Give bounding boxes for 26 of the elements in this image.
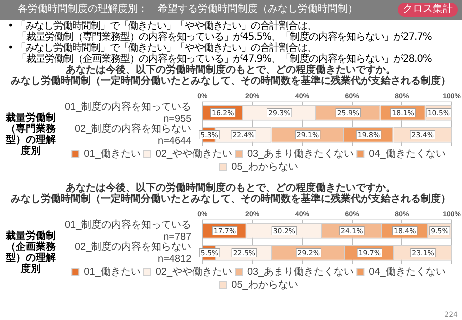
y-tick-label: 02_制度の内容を知らない n=4812 [74, 240, 192, 265]
chart-title: あなたは今後、以下の労働時間制度のもとで、どの程度働きたいですか。 [66, 183, 397, 194]
text: クロス集計 [398, 3, 458, 17]
legend-label: 04_働きたくない [369, 148, 446, 160]
chart-subtitle: みなし労働時間制（一定時間分働いたとみなして、その時間数を基準に残業代が支給される制度） [10, 194, 452, 205]
legend-label: 05_わからない [232, 280, 298, 291]
chart-subtitle: みなし労働時間制（一定時間分働いたとみなして、その時間数を基準に残業代が支給される制度） [10, 76, 452, 87]
text: 「裁量労働制（専門業務型）の内容を知っている」が45.5%、「制度の内容を知らない」が27.7% [16, 32, 433, 43]
legend-label: 03_あまり働きたくない [248, 266, 354, 278]
text: 各労働時間制度の理解度別： 希望する労働時間制度（みなし労働時間制） [18, 4, 358, 15]
y-tick-label: 01_制度の内容を知っている n=955 [64, 100, 192, 125]
y-axis-title: 裁量労働制（企画業務型）の理解度別 [5, 231, 57, 275]
text: 「裁量労働制（企画業務型）の内容を知っている」が47.9%、「制度の内容を知らない」が28.0% [16, 54, 433, 65]
text: • 「みなし労働時間制」で「働きたい」「やや働きたい」の合計割合は、 [8, 21, 318, 32]
chart-title: あなたは今後、以下の労働時間制度のもとで、どの程度働きたいですか。 [66, 65, 397, 76]
legend-label: 05_わからない [232, 162, 298, 173]
legend-label: 02_やや働きたい [156, 266, 233, 278]
legend-label: 02_やや働きたい [156, 148, 233, 160]
y-tick-label: 01_制度の内容を知っている n=787 [64, 218, 192, 243]
legend-label: 04_働きたくない [369, 266, 446, 278]
y-tick-label: 02_制度の内容を知らない n=4644 [74, 122, 192, 147]
legend-label: 01_働きたい [84, 148, 141, 160]
legend-label: 01_働きたい [84, 266, 141, 278]
text: • 「みなし労働時間制」で「働きたい」「やや働きたい」の合計割合は、 [8, 43, 318, 54]
legend-label: 03_あまり働きたくない [248, 148, 354, 160]
y-axis-title: 裁量労働制（専門業務型）の理解度別 [5, 113, 57, 157]
